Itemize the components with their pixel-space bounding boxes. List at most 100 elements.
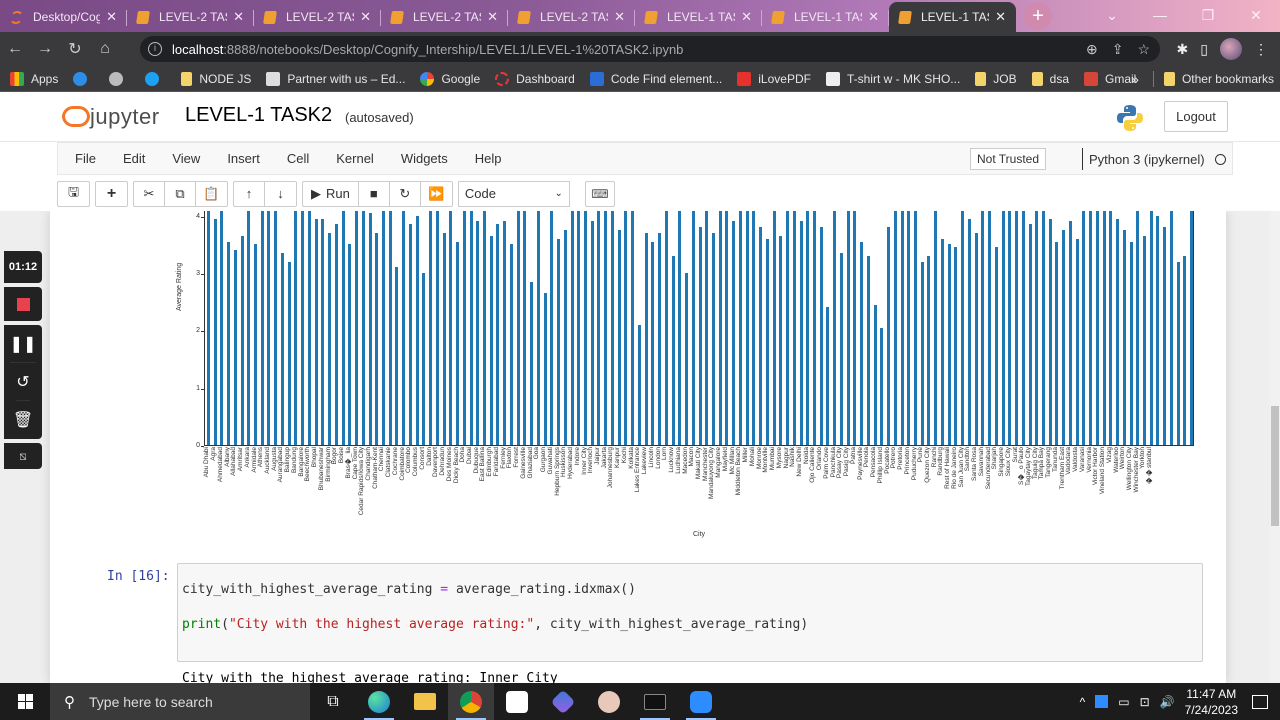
browser-tab[interactable]: LEVEL-1 TASK ✕: [762, 2, 889, 32]
browser-tab[interactable]: LEVEL-1 TASK ✕: [635, 2, 762, 32]
menu-file[interactable]: File: [75, 151, 96, 166]
bookmark-item[interactable]: JOB: [975, 71, 1017, 86]
menu-help[interactable]: Help: [474, 151, 502, 166]
volume-icon[interactable]: 🔊: [1159, 694, 1175, 709]
close-icon[interactable]: ✕: [995, 9, 1006, 24]
store-icon[interactable]: [494, 683, 540, 720]
browser-tab[interactable]: LEVEL-2 TASK ✕: [508, 2, 635, 32]
run-button[interactable]: ▶ Run: [303, 181, 359, 206]
url-input[interactable]: i localhost:8888/notebooks/Desktop/Cogni…: [140, 36, 1160, 62]
save-icon[interactable]: 🖫: [67, 183, 80, 199]
minimize-icon[interactable]: —: [1153, 7, 1167, 23]
browser-tab[interactable]: LEVEL-2 TASK ✕: [254, 2, 381, 32]
reload-icon[interactable]: ↻: [68, 41, 82, 58]
taskbar-clock[interactable]: 11:47 AM 7/24/2023: [1185, 686, 1238, 718]
menu-view[interactable]: View: [172, 151, 201, 166]
bookmarks-more-button[interactable]: »: [1131, 70, 1139, 87]
terminal-icon[interactable]: [632, 683, 678, 720]
forward-icon[interactable]: →: [37, 40, 53, 57]
zoom-icon[interactable]: ⊕: [1085, 40, 1098, 57]
paste-icon[interactable]: 📋: [203, 185, 220, 201]
delete-recording-icon[interactable]: 🗑: [12, 412, 34, 429]
close-icon[interactable]: ✕: [106, 9, 117, 24]
copilot-icon[interactable]: [540, 683, 586, 720]
edge-taskbar-icon[interactable]: [356, 683, 402, 720]
code-cell-input[interactable]: city_with_highest_average_rating = avera…: [177, 563, 1203, 662]
snipping-tool-icon[interactable]: [586, 683, 632, 720]
close-icon[interactable]: ✕: [233, 9, 244, 24]
bookmark-item[interactable]: dsa: [1031, 71, 1069, 86]
home-icon[interactable]: ⌂: [100, 40, 110, 57]
scrollbar-thumb[interactable]: [1271, 406, 1279, 526]
interrupt-icon[interactable]: ■: [359, 181, 390, 206]
restart-recording-icon[interactable]: ↺: [16, 363, 30, 401]
close-icon[interactable]: ✕: [360, 9, 371, 24]
restart-icon[interactable]: ↻: [390, 181, 421, 206]
move-down-icon[interactable]: ↓: [277, 186, 284, 201]
browser-menu-icon[interactable]: ⋮: [1254, 40, 1268, 57]
browser-tab[interactable]: LEVEL-2 TASK ✕: [127, 2, 254, 32]
extensions-icon[interactable]: ✱: [1176, 40, 1189, 57]
share-icon[interactable]: ⇪: [1111, 40, 1124, 57]
back-icon[interactable]: ←: [7, 40, 23, 57]
sidepanel-icon[interactable]: ▯: [1200, 40, 1208, 57]
logout-button[interactable]: Logout: [1164, 101, 1228, 132]
tray-overflow-icon[interactable]: ^: [1079, 694, 1086, 709]
copy-icon[interactable]: ⧉: [165, 181, 196, 206]
browser-tab[interactable]: Desktop/Cog ✕: [0, 2, 127, 32]
bookmark-item[interactable]: Dashboard: [495, 71, 575, 86]
page-scrollbar[interactable]: [1270, 211, 1280, 683]
menu-cell[interactable]: Cell: [286, 151, 310, 166]
bookmark-item[interactable]: [145, 71, 166, 86]
bookmark-item[interactable]: Partner with us – Ed...: [266, 71, 405, 86]
site-info-icon[interactable]: i: [148, 42, 162, 56]
bookmark-item[interactable]: T-shirt w - MK SHO...: [825, 71, 960, 86]
notebook-title[interactable]: LEVEL-1 TASK2: [185, 104, 333, 126]
insert-cell-icon[interactable]: +: [106, 184, 117, 202]
restart-run-all-icon[interactable]: ⏩: [428, 185, 445, 201]
close-window-icon[interactable]: ✕: [1250, 6, 1262, 23]
battery-icon[interactable]: ▭: [1118, 694, 1130, 709]
profile-avatar[interactable]: [1220, 38, 1242, 60]
bookmark-item[interactable]: NODE JS: [181, 71, 251, 86]
tray-recorder-icon[interactable]: [1095, 695, 1109, 708]
bookmark-item[interactable]: Google: [420, 71, 480, 86]
task-view-icon[interactable]: ⧉: [327, 692, 339, 710]
tab-search-icon[interactable]: ⌄: [1106, 6, 1118, 23]
bookmark-item[interactable]: [73, 71, 94, 86]
cut-icon[interactable]: ✂: [134, 181, 165, 206]
menu-edit[interactable]: Edit: [122, 151, 146, 166]
taskbar-search-input[interactable]: ⚲ Type here to search: [50, 683, 310, 720]
jupyter-logo[interactable]: jupyter: [62, 104, 160, 130]
file-explorer-icon[interactable]: [402, 683, 448, 720]
zoom-app-icon[interactable]: [678, 683, 724, 720]
other-bookmarks[interactable]: Other bookmarks: [1163, 71, 1274, 86]
cell-type-select[interactable]: Code ⌄: [457, 180, 570, 207]
bookmark-item[interactable]: Gmail: [1084, 71, 1136, 86]
bookmark-item[interactable]: Code Find element...: [589, 71, 722, 86]
close-icon[interactable]: ✕: [741, 9, 752, 24]
stop-recording-button[interactable]: [4, 287, 42, 321]
menu-kernel[interactable]: Kernel: [336, 151, 374, 166]
maximize-icon[interactable]: ❐: [1201, 6, 1215, 23]
bookmark-item[interactable]: [109, 71, 130, 86]
close-icon[interactable]: ✕: [614, 9, 625, 24]
new-tab-button[interactable]: +: [1024, 2, 1052, 30]
browser-tab[interactable]: LEVEL-1 TASK ✕: [889, 2, 1016, 32]
menu-widgets[interactable]: Widgets: [400, 151, 448, 166]
trust-button[interactable]: Not Trusted: [970, 148, 1047, 170]
move-up-icon[interactable]: ↑: [234, 181, 265, 206]
star-icon[interactable]: ☆: [1137, 40, 1150, 57]
chrome-taskbar-icon[interactable]: [448, 683, 494, 720]
network-icon[interactable]: ⊡: [1139, 694, 1150, 709]
bookmark-item[interactable]: Apps: [10, 71, 58, 86]
notification-icon[interactable]: [1252, 694, 1268, 709]
keyboard-shortcuts-icon[interactable]: ⌨: [584, 180, 615, 207]
pause-icon[interactable]: ❚❚: [9, 325, 37, 363]
start-button[interactable]: [0, 694, 50, 709]
close-icon[interactable]: ✕: [868, 9, 879, 24]
menu-insert[interactable]: Insert: [227, 151, 260, 166]
bookmark-item[interactable]: iLovePDF: [737, 71, 811, 86]
close-icon[interactable]: ✕: [487, 9, 498, 24]
resize-recorder-icon[interactable]: ⧅: [4, 443, 42, 469]
